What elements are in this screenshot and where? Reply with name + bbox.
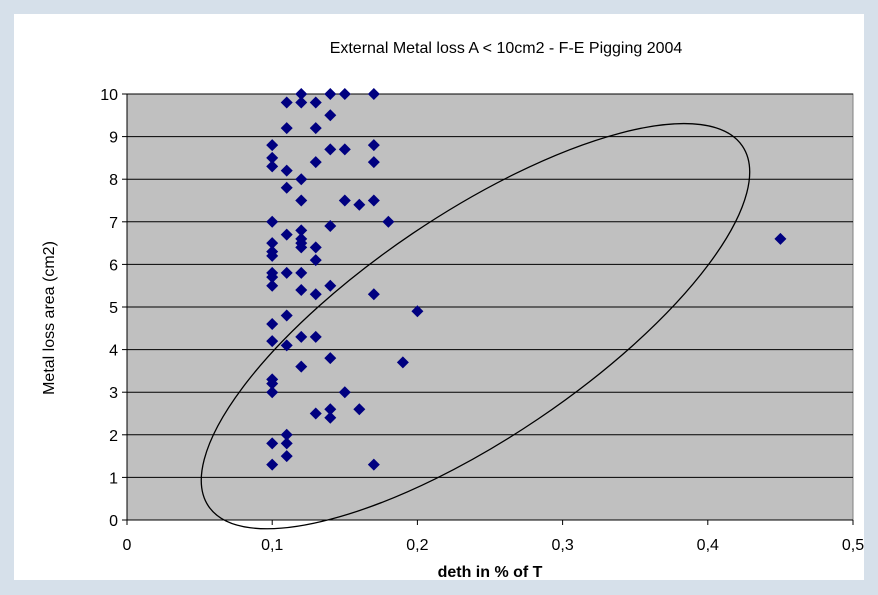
data-point-70 xyxy=(411,305,424,318)
data-point-40 xyxy=(309,96,322,109)
data-point-62 xyxy=(367,88,380,100)
data-point-46 xyxy=(309,330,322,343)
data-point-3 xyxy=(266,215,279,228)
x-tick-label-0,2: 0,2 xyxy=(406,537,428,554)
data-point-63 xyxy=(367,139,380,152)
data-point-17 xyxy=(280,96,293,109)
data-point-29 xyxy=(295,96,308,109)
data-point-6 xyxy=(266,249,279,262)
y-tick-label-10: 10 xyxy=(100,87,118,104)
data-point-24 xyxy=(280,339,293,352)
data-point-42 xyxy=(309,156,322,169)
data-point-54 xyxy=(324,403,337,416)
data-point-61 xyxy=(353,403,366,416)
data-point-69 xyxy=(396,356,409,369)
data-point-13 xyxy=(266,377,279,390)
data-point-32 xyxy=(295,224,308,237)
data-point-64 xyxy=(367,156,380,169)
data-point-0 xyxy=(266,139,279,152)
highlight-ellipse xyxy=(200,122,751,530)
data-point-18 xyxy=(280,122,293,135)
tick-labels: 0 1 2 3 4 5 6 7 8 9 10 0 0,1 0,2 0,3 0,4 0,5 xyxy=(100,87,864,554)
y-tick-label-9: 9 xyxy=(109,130,118,147)
data-point-8 xyxy=(266,271,279,284)
data-point-30 xyxy=(295,173,308,186)
data-point-44 xyxy=(309,254,322,267)
data-point-51 xyxy=(324,220,337,233)
y-tick-label-8: 8 xyxy=(109,172,118,189)
y-tick-label-7: 7 xyxy=(109,215,118,232)
data-point-10 xyxy=(266,318,279,331)
data-point-58 xyxy=(338,194,351,207)
x-tick-label-0,5: 0,5 xyxy=(842,537,864,554)
data-point-27 xyxy=(280,450,293,463)
data-point-15 xyxy=(266,437,279,450)
data-points xyxy=(266,88,787,471)
data-point-9 xyxy=(266,279,279,292)
data-point-38 xyxy=(295,330,308,343)
data-point-21 xyxy=(280,228,293,241)
data-point-45 xyxy=(309,288,322,301)
data-point-4 xyxy=(266,237,279,250)
data-point-1 xyxy=(266,151,279,164)
y-tick-label-2: 2 xyxy=(109,428,118,445)
data-point-37 xyxy=(295,283,308,296)
data-point-19 xyxy=(280,164,293,177)
data-point-28 xyxy=(295,88,308,100)
gridlines xyxy=(127,93,853,478)
data-point-23 xyxy=(280,309,293,322)
data-point-47 xyxy=(309,407,322,420)
data-point-11 xyxy=(266,335,279,348)
data-point-25 xyxy=(280,428,293,441)
data-point-48 xyxy=(324,88,337,100)
data-point-16 xyxy=(266,458,279,471)
x-tick-label-0: 0 xyxy=(123,537,132,554)
data-point-35 xyxy=(295,241,308,254)
data-point-67 xyxy=(367,458,380,471)
data-point-43 xyxy=(309,241,322,254)
data-point-59 xyxy=(338,386,351,399)
chart-title: External Metal loss A < 10cm2 - F-E Pigg… xyxy=(330,40,683,57)
y-tick-label-6: 6 xyxy=(109,257,118,274)
data-point-71 xyxy=(774,232,787,245)
data-point-31 xyxy=(295,194,308,207)
y-axis-label: Metal loss area (cm2) xyxy=(41,241,58,395)
data-point-20 xyxy=(280,181,293,194)
data-point-36 xyxy=(295,266,308,279)
y-tick-label-5: 5 xyxy=(109,300,118,317)
data-point-60 xyxy=(353,198,366,211)
y-tick-label-3: 3 xyxy=(109,385,118,402)
y-tick-label-0: 0 xyxy=(109,513,118,530)
data-point-50 xyxy=(324,143,337,156)
data-point-57 xyxy=(338,143,351,156)
data-point-49 xyxy=(324,109,337,122)
data-point-53 xyxy=(324,352,337,365)
y-tick-label-1: 1 xyxy=(109,470,118,487)
data-point-55 xyxy=(324,411,337,424)
data-point-52 xyxy=(324,279,337,292)
data-point-2 xyxy=(266,160,279,173)
data-point-14 xyxy=(266,386,279,399)
data-point-41 xyxy=(309,122,322,135)
chart-frame: External Metal loss A < 10cm2 - F-E Pigg… xyxy=(14,14,864,580)
x-tick-label-0,4: 0,4 xyxy=(697,537,719,554)
data-point-66 xyxy=(367,288,380,301)
data-point-39 xyxy=(295,360,308,373)
data-point-26 xyxy=(280,437,293,450)
data-point-56 xyxy=(338,88,351,100)
x-axis-label: deth in % of T xyxy=(438,564,543,580)
data-point-22 xyxy=(280,266,293,279)
scatter-chart: External Metal loss A < 10cm2 - F-E Pigg… xyxy=(41,40,864,580)
axes xyxy=(122,93,854,525)
data-point-65 xyxy=(367,194,380,207)
y-tick-label-4: 4 xyxy=(109,343,118,360)
data-point-68 xyxy=(382,215,395,228)
x-tick-label-0,3: 0,3 xyxy=(551,537,573,554)
x-tick-label-0,1: 0,1 xyxy=(261,537,283,554)
